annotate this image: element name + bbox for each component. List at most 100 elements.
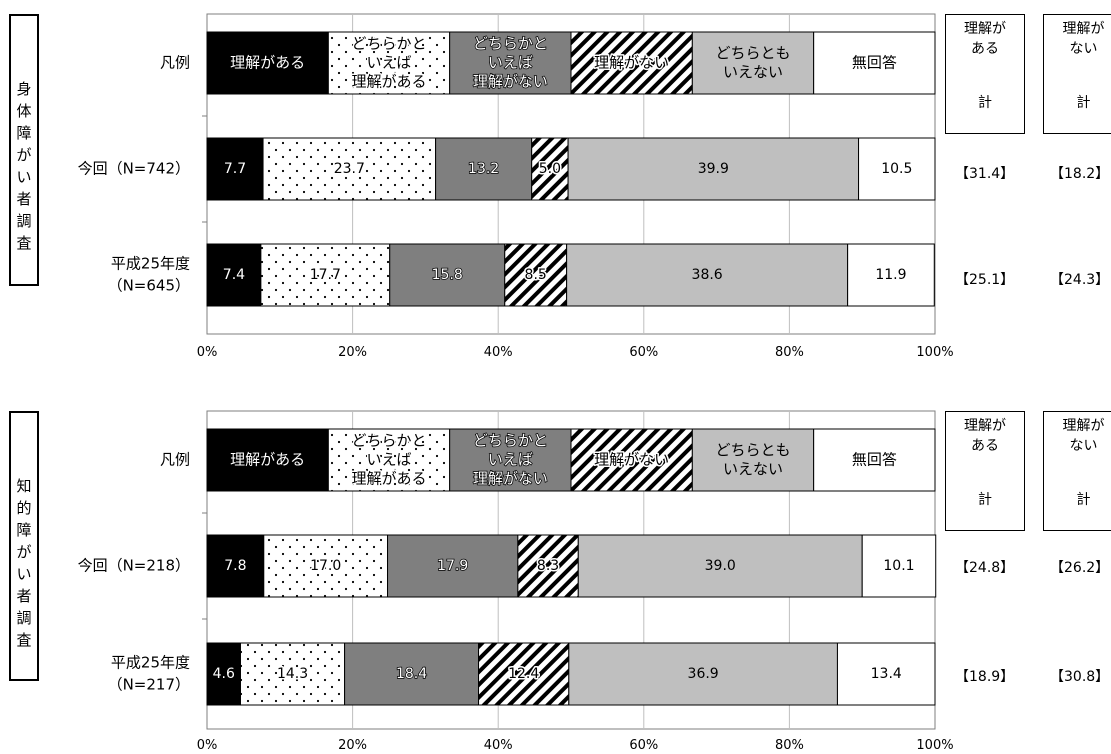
summary-header-understand: 理解が ある 計 — [945, 14, 1025, 134]
bar-segment — [262, 137, 437, 201]
summary-header-understand-line1: 理解が — [964, 21, 1006, 37]
legend-swatch — [206, 428, 329, 492]
data-label: 23.7 — [334, 161, 365, 177]
legend-swatch — [813, 428, 936, 492]
bar-segment — [206, 243, 262, 307]
category-label: （N=645） — [108, 277, 190, 295]
x-tick-label: 80% — [775, 738, 804, 753]
legend-label: いえば — [488, 451, 533, 469]
bar-segment — [861, 534, 937, 598]
legend-swatch — [813, 31, 936, 95]
summary-header-understand: 理解が ある 計 — [945, 411, 1025, 531]
legend-label: どちらかと — [473, 35, 548, 53]
stacked-bar-chart-physical: 0% 20% 40% 60% 80% 100%凡例 理解があるどちらかといえば理解があるどち… — [78, 13, 954, 360]
bar-segment — [206, 534, 265, 598]
stacked-bar-chart-intellectual: 0% 20% 40% 60% 80% 100%凡例 理解があるどちらかといえば理解があるどち… — [78, 410, 954, 753]
legend-label: いえば — [366, 451, 411, 469]
x-tick-label: 0% — [197, 345, 218, 360]
bar-segment — [567, 137, 860, 201]
data-label: 14.3 — [277, 666, 308, 682]
bar-segment — [260, 243, 391, 307]
legend-label: いえば — [488, 54, 533, 72]
data-label: 8.3 — [537, 558, 559, 574]
x-tick-label: 100% — [916, 738, 953, 753]
total-understand-row1: 【31.4】 — [955, 166, 1015, 182]
bar-segment — [504, 243, 568, 307]
bar-segment — [517, 534, 579, 598]
category-label: 今回（N=218） — [78, 557, 190, 575]
legend-label: どちらかと — [351, 35, 426, 53]
summary-header-understand-line1: 理解が — [964, 418, 1006, 434]
bar-segment — [435, 137, 533, 201]
group-label: 身体障がい者調査 — [16, 80, 32, 252]
x-tick-label: 0% — [197, 738, 218, 753]
legend-label: 理解がない — [594, 451, 669, 469]
x-tick-label: 100% — [916, 345, 953, 360]
legend-label: どちらかと — [473, 432, 548, 450]
data-label: 39.0 — [705, 558, 736, 574]
legend-label: いえない — [723, 63, 783, 81]
legend-label: 理解がない — [473, 470, 548, 488]
summary-header-not-understand: 理解が ない 計 — [1043, 14, 1111, 134]
x-tick-label: 40% — [484, 738, 513, 753]
legend-label: 理解がない — [594, 54, 669, 72]
data-label: 36.9 — [688, 666, 719, 682]
summary-header-not-understand-line1: 理解が — [1062, 418, 1105, 434]
bar-segment — [478, 642, 570, 706]
chart-panel-intellectual: 0% 20% 40% 60% 80% 100% 凡例 理解がある どちらかと いえば 理解がある どち… — [0, 397, 1111, 754]
legend-label: 理解がある — [351, 470, 426, 488]
bar-segment — [206, 137, 264, 201]
legend-label: 無回答 — [852, 54, 897, 72]
legend-row-label: 凡例 — [160, 451, 190, 469]
data-label: 13.4 — [871, 666, 902, 682]
summary-header-not-understand: 理解が ない 計 — [1043, 411, 1111, 531]
bar-segment — [836, 642, 936, 706]
legend-row-label: 凡例 — [160, 54, 190, 72]
data-label: 17.9 — [437, 558, 468, 574]
summary-header-not-understand-sub: 計 — [1076, 95, 1091, 111]
group-label-box: 知的障がい者調査 — [9, 411, 39, 681]
legend-label: 無回答 — [852, 451, 897, 469]
data-label: 39.9 — [698, 161, 729, 177]
legend-swatch — [206, 31, 329, 95]
legend-label: いえない — [723, 460, 783, 478]
bar-segment — [531, 137, 569, 201]
legend-label: 理解がある — [230, 54, 305, 72]
data-label: 7.7 — [224, 161, 246, 177]
legend-swatch — [691, 31, 815, 95]
legend-swatch — [570, 31, 693, 95]
data-label: 18.4 — [396, 666, 427, 682]
legend-swatch — [691, 428, 815, 492]
x-tick-label: 80% — [775, 345, 804, 360]
total-understand-row1: 【24.8】 — [955, 560, 1015, 576]
bar-segment — [263, 534, 389, 598]
total-not-understand-row1: 【26.2】 — [1050, 560, 1110, 576]
summary-header-not-understand-line2: ない — [1069, 438, 1098, 454]
group-label: 知的障がい者調査 — [16, 477, 32, 649]
bar-segment — [387, 534, 519, 598]
summary-header-not-understand-line1: 理解が — [1062, 21, 1105, 37]
total-not-understand-row1: 【18.2】 — [1050, 166, 1110, 182]
data-label: 17.0 — [310, 558, 341, 574]
category-label: 今回（N=742） — [78, 160, 190, 178]
legend-swatch — [327, 428, 451, 492]
bar-segment — [206, 642, 241, 706]
x-tick-label: 20% — [338, 738, 367, 753]
category-label: （N=217） — [108, 676, 190, 694]
legend-label: いえば — [366, 54, 411, 72]
bar-segment — [858, 137, 936, 201]
data-label: 17.7 — [310, 267, 341, 283]
x-tick-label: 20% — [338, 345, 367, 360]
summary-header-understand-line2: ある — [971, 41, 999, 57]
total-understand-row2: 【18.9】 — [955, 669, 1015, 685]
bar-segment — [239, 642, 346, 706]
summary-header-understand-line2: ある — [971, 438, 999, 454]
data-label: 10.5 — [881, 161, 912, 177]
total-not-understand-row2: 【30.8】 — [1050, 669, 1110, 685]
total-understand-row2: 【25.1】 — [955, 272, 1015, 288]
summary-header-not-understand-sub: 計 — [1076, 492, 1091, 508]
legend-swatch — [449, 428, 572, 492]
data-label: 38.6 — [692, 267, 723, 283]
legend-label: 理解がない — [473, 73, 548, 91]
data-label: 5.0 — [539, 161, 561, 177]
